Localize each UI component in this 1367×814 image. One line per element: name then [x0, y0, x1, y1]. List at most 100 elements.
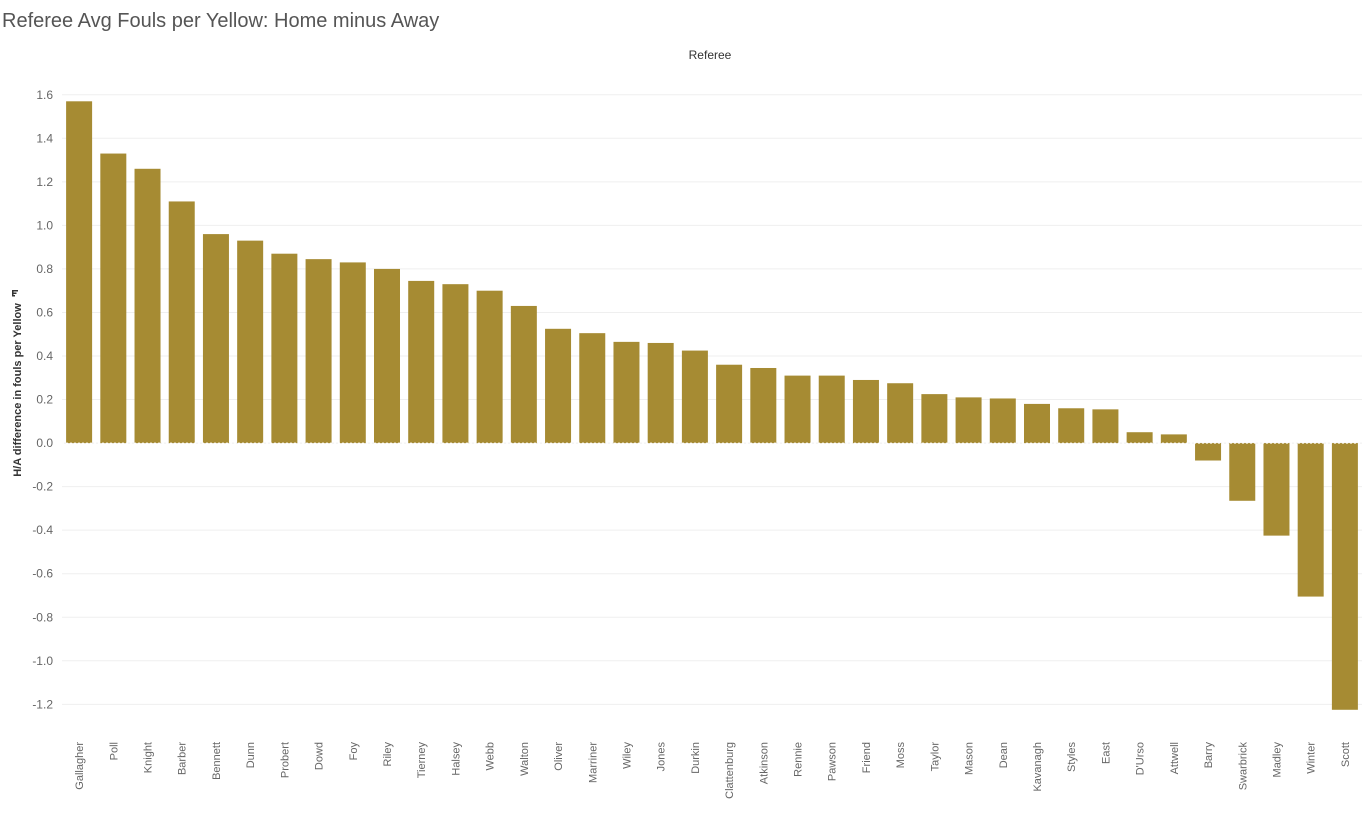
y-tick-label: -1.2 [32, 697, 53, 711]
category-label: Clattenburg [724, 742, 736, 799]
bar[interactable] [510, 305, 537, 444]
bar[interactable] [168, 201, 195, 444]
x-axis-category-labels: Gallagher Poll Knight Barber Bennett Dunn Prob… [74, 742, 1352, 799]
category-label: Bennett [211, 742, 223, 780]
bar[interactable] [237, 240, 264, 444]
bar[interactable] [852, 379, 879, 444]
category-label: Attwell [1169, 742, 1181, 774]
bar[interactable] [647, 342, 674, 444]
bar[interactable] [1263, 443, 1290, 536]
category-label: Pawson [827, 742, 839, 781]
y-tick-label: -0.4 [32, 523, 53, 537]
bar[interactable] [955, 397, 982, 444]
y-tick-label: -0.8 [32, 610, 53, 624]
category-label: Dowd [314, 742, 326, 770]
y-tick-label: -0.2 [32, 480, 53, 494]
category-label: Jones [656, 742, 668, 772]
category-label: Barber [177, 742, 189, 775]
category-label: Rennie [793, 742, 805, 777]
column-header: Referee [689, 48, 732, 62]
bar[interactable] [1058, 408, 1085, 444]
category-label: Knight [143, 742, 155, 773]
category-label: Walton [519, 742, 531, 776]
bar[interactable] [1160, 434, 1187, 444]
bar[interactable] [202, 234, 229, 444]
y-tick-label: 0.2 [36, 393, 53, 407]
y-tick-label: 1.6 [36, 88, 53, 102]
category-label: Friend [861, 742, 873, 773]
category-label: D'Urso [1135, 742, 1147, 775]
bar[interactable] [1024, 403, 1050, 444]
category-label: Probert [279, 742, 291, 778]
bar[interactable] [1229, 443, 1256, 501]
category-label: Foy [348, 742, 360, 761]
category-label: Barry [1203, 742, 1215, 769]
bars [66, 101, 1358, 710]
bar[interactable] [339, 262, 366, 444]
y-tick-label: -0.6 [32, 567, 53, 581]
bar[interactable] [1195, 443, 1222, 461]
bar[interactable] [408, 280, 435, 444]
y-axis-title: H/A difference in fouls per Yellow [12, 303, 24, 477]
category-label: Moss [895, 742, 907, 769]
category-label: Gallagher [74, 742, 86, 790]
category-label: Atkinson [758, 742, 770, 784]
bar[interactable] [442, 284, 469, 444]
category-label: Swarbrick [1237, 742, 1249, 791]
category-label: Dunn [245, 742, 257, 768]
y-tick-label: 0.0 [36, 436, 53, 450]
category-label: Dean [998, 742, 1010, 768]
category-label: Halsey [450, 742, 462, 776]
bar[interactable] [1297, 443, 1324, 597]
category-label: Durkin [690, 742, 702, 774]
category-label: Madley [1271, 742, 1283, 778]
category-label: Wiley [621, 742, 633, 769]
category-label: Oliver [553, 742, 565, 771]
bar[interactable] [1331, 443, 1358, 710]
sort-icon[interactable] [12, 290, 18, 297]
bar[interactable] [921, 394, 948, 444]
category-label: Taylor [929, 742, 941, 772]
bar[interactable] [66, 101, 93, 444]
bar[interactable] [305, 259, 332, 444]
chart-title: Referee Avg Fouls per Yellow: Home minus… [2, 10, 440, 32]
category-label: Poll [108, 742, 120, 760]
y-tick-label: 0.4 [36, 349, 53, 363]
category-label: Winter [1306, 742, 1318, 774]
bar[interactable] [887, 383, 914, 444]
y-tick-label: -1.0 [32, 654, 53, 668]
bar[interactable] [374, 268, 400, 444]
bar[interactable] [100, 153, 127, 444]
bar[interactable] [1092, 409, 1119, 444]
category-label: Styles [1066, 742, 1078, 772]
y-axis-ticks: 1.6 1.4 1.2 1.0 0.8 0.6 0.4 0.2 0.0 -0.2 -0.4 -0.6 -… [32, 88, 53, 712]
y-tick-label: 1.2 [36, 175, 53, 189]
bar[interactable] [818, 375, 845, 444]
bar[interactable] [750, 367, 777, 444]
y-tick-label: 1.4 [36, 131, 53, 145]
bar[interactable] [784, 375, 811, 444]
bar[interactable] [271, 253, 298, 444]
bar[interactable] [545, 328, 572, 444]
category-label: Mason [964, 742, 976, 775]
y-tick-label: 0.8 [36, 262, 53, 276]
category-label: Tierney [416, 742, 428, 779]
bar[interactable] [476, 290, 503, 444]
bar[interactable] [989, 398, 1016, 444]
bar[interactable] [579, 333, 606, 444]
y-tick-label: 0.6 [36, 305, 53, 319]
bar[interactable] [613, 341, 640, 444]
y-tick-label: 1.0 [36, 218, 53, 232]
category-label: Scott [1340, 742, 1352, 767]
category-label: Riley [382, 742, 394, 767]
category-label: Marriner [587, 742, 599, 783]
bar[interactable] [1126, 432, 1153, 444]
bar[interactable] [134, 168, 161, 444]
category-label: East [1100, 742, 1112, 764]
category-label: Webb [485, 742, 497, 771]
bar[interactable] [681, 350, 708, 444]
bar[interactable] [716, 364, 743, 444]
category-label: Kavanagh [1032, 742, 1044, 792]
